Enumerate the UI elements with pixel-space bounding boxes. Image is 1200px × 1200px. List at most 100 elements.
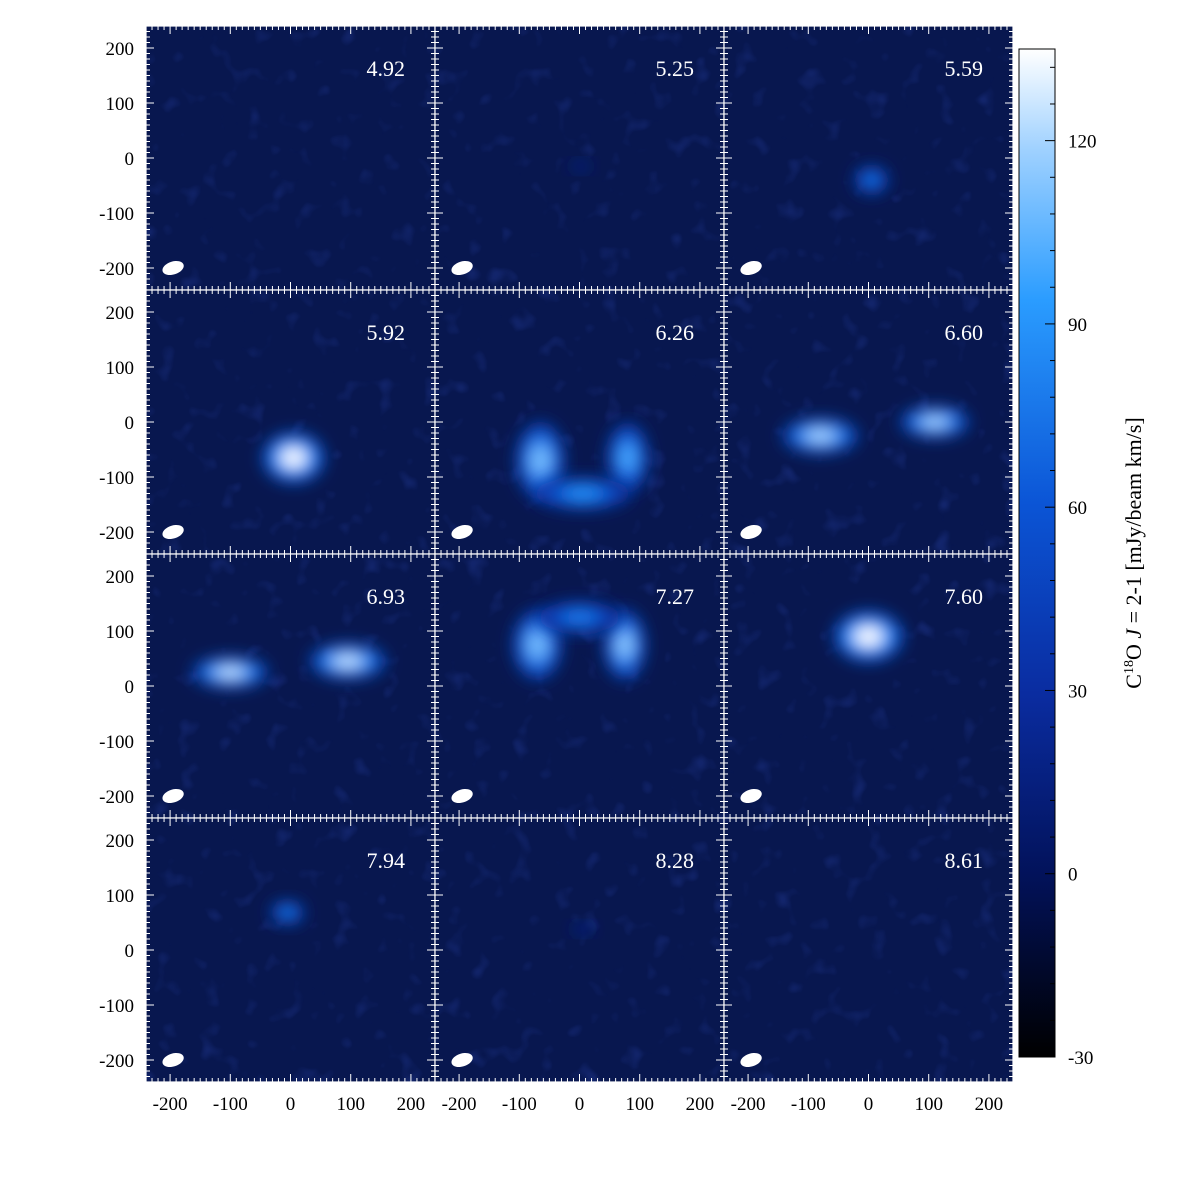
y-tick-label: 100 (106, 94, 135, 115)
y-tick-label: 100 (106, 358, 135, 379)
panel-noise (435, 290, 724, 554)
panel-ticks (723, 817, 1014, 1083)
panel-noise (146, 26, 435, 290)
x-tick-label: -100 (791, 1094, 826, 1115)
panel-image (146, 290, 435, 554)
panel-ticks (145, 25, 436, 291)
y-tick-label: 200 (106, 39, 135, 60)
panel-image (724, 554, 1013, 818)
emission-blob (900, 406, 970, 438)
colorbar: 120 90 60 30 0 -30 C18O J = 2-1 [mJy/beam km/… (1018, 48, 1146, 1069)
y-tick-label: -200 (99, 1051, 134, 1072)
channel-panel: 7.27 (434, 553, 725, 819)
velocity-label: 4.92 (367, 56, 406, 81)
panel-ticks (145, 289, 436, 555)
emission-blob (606, 422, 649, 493)
emission-blob (192, 656, 269, 689)
y-tick-label: -100 (99, 996, 134, 1017)
y-tick-label: 200 (106, 567, 135, 588)
y-tick-label: 100 (106, 886, 135, 907)
emission-blob (534, 477, 631, 510)
beam-ellipse (740, 1052, 762, 1068)
panel-noise (435, 554, 724, 818)
emission-blob (262, 432, 325, 484)
panel-noise (435, 26, 724, 290)
y-tick-label: 200 (106, 831, 135, 852)
panel-noise (724, 818, 1013, 1082)
colorbar-gradient (1018, 48, 1056, 1058)
panel-ticks (434, 289, 725, 555)
colorbar-tick-label: 30 (1068, 681, 1087, 702)
channel-panel: 5.92 (145, 289, 436, 555)
y-tick-label: 100 (106, 622, 135, 643)
velocity-label: 7.60 (945, 584, 984, 609)
y-tick-label: 0 (125, 677, 135, 698)
panel-noise (146, 290, 435, 554)
beam-ellipse (740, 788, 762, 804)
y-tick-label: 200 (106, 303, 135, 324)
y-tick-label: -200 (99, 787, 134, 808)
x-tick-label: 100 (336, 1094, 365, 1115)
channel-panel: 7.94 (145, 817, 436, 1083)
velocity-label: 7.27 (656, 584, 695, 609)
beam-ellipse (740, 524, 762, 540)
panel-image (435, 554, 724, 818)
panel-ticks (434, 553, 725, 819)
panel-noise (435, 818, 724, 1082)
channel-panel: 6.60 (723, 289, 1014, 555)
x-tick-label: 0 (286, 1094, 296, 1115)
x-tick-label: -100 (213, 1094, 248, 1115)
y-tick-label: 0 (125, 413, 135, 434)
panel-grid: 4.92 5.25 5.59 5.92 6.26 6.60 6.93 7.27 7.60 7.94… (145, 25, 1014, 1083)
panel-image (146, 554, 435, 818)
emission-blob (603, 609, 646, 680)
x-tick-label: 200 (686, 1094, 715, 1115)
channel-panel: 8.28 (434, 817, 725, 1083)
x-tick-label: 200 (397, 1094, 426, 1115)
panel-noise (724, 554, 1013, 818)
panel-image (435, 26, 724, 290)
y-tick-label: -100 (99, 204, 134, 225)
colorbar-ticks: 120 90 60 30 0 -30 (1045, 66, 1097, 1069)
panel-noise (724, 26, 1013, 290)
y-tick-label: 0 (125, 149, 135, 170)
emission-blob (782, 418, 859, 454)
beam-ellipse (451, 788, 473, 804)
colorbar-label-prefix: C (1121, 674, 1146, 689)
panel-noise (146, 554, 435, 818)
x-tick-label: -200 (153, 1094, 188, 1115)
channel-panel: 6.93 (145, 553, 436, 819)
colorbar-label: C18O J = 2-1 [mJy/beam km/s] (1121, 417, 1146, 688)
x-tick-label: -200 (731, 1094, 766, 1115)
channel-panel: 8.61 (723, 817, 1014, 1083)
beam-ellipse (162, 524, 184, 540)
beam-ellipse (451, 260, 473, 276)
emission-blob (571, 161, 591, 172)
channel-panel: 5.59 (723, 25, 1014, 291)
axis-tick-labels: 200 100 0 -100 -200 200 100 0 -100 -200 200 100 0 -10… (99, 39, 1003, 1115)
beam-ellipse (451, 1052, 473, 1068)
beam-ellipse (451, 524, 473, 540)
colorbar-tick-label: 90 (1068, 315, 1087, 336)
channel-panel: 4.92 (145, 25, 436, 291)
x-tick-label: 0 (575, 1094, 585, 1115)
velocity-label: 6.93 (367, 584, 406, 609)
x-tick-label: 200 (975, 1094, 1004, 1115)
y-tick-label: -100 (99, 732, 134, 753)
x-tick-label: 100 (625, 1094, 654, 1115)
velocity-label: 5.59 (945, 56, 984, 81)
beam-ellipse (162, 788, 184, 804)
x-tick-label: -200 (442, 1094, 477, 1115)
emission-blob (833, 611, 904, 662)
beam-ellipse (740, 260, 762, 276)
x-tick-label: -100 (502, 1094, 537, 1115)
velocity-label: 6.60 (945, 320, 984, 345)
colorbar-tick-label: 60 (1068, 498, 1087, 519)
y-tick-label: 0 (125, 941, 135, 962)
colorbar-label-suffix: = 2-1 [mJy/beam km/s] (1121, 417, 1146, 629)
y-tick-label: -200 (99, 259, 134, 280)
panel-image (435, 290, 724, 554)
colorbar-tick-label: 120 (1068, 132, 1097, 153)
x-tick-label: 100 (914, 1094, 943, 1115)
